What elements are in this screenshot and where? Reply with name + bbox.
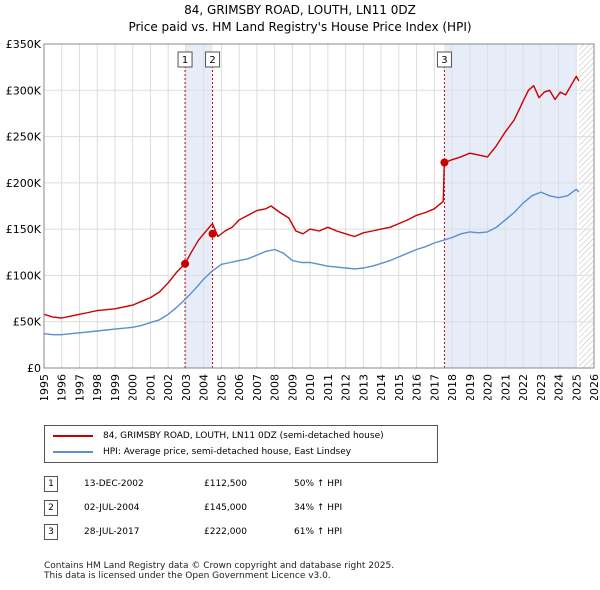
y-tick-label: £100K <box>6 269 42 282</box>
x-tick-label: 2018 <box>446 374 459 400</box>
x-tick-label: 2002 <box>162 374 175 400</box>
y-tick-label: £250K <box>6 131 42 144</box>
x-tick-label: 2003 <box>180 374 193 400</box>
x-tick-label: 2015 <box>393 374 406 400</box>
property-price-line <box>43 75 580 319</box>
y-tick-label: £300K <box>6 84 42 97</box>
y-tick-label: £200K <box>6 177 42 190</box>
sale-point-3 <box>440 158 449 167</box>
sale-date: 28-JUL-2017 <box>84 527 140 537</box>
legend-label-property: 84, GRIMSBY ROAD, LOUTH, LN11 0DZ (semi-… <box>103 431 384 441</box>
x-tick-label: 2008 <box>269 374 282 400</box>
x-tick-label: 2022 <box>517 374 530 400</box>
sale-hpi-change: 34% ↑ HPI <box>294 503 343 513</box>
x-tick-label: 2025 <box>570 374 583 400</box>
x-tick-label: 2009 <box>286 374 299 400</box>
x-tick-label: 2001 <box>144 374 157 400</box>
x-tick-label: 2020 <box>482 374 495 400</box>
x-tick-label: 2014 <box>375 374 388 400</box>
x-tick-label: 2023 <box>535 374 548 400</box>
chart-title-subtitle: Price paid vs. HM Land Registry's House … <box>128 20 472 34</box>
sale-date: 13-DEC-2002 <box>84 479 144 489</box>
x-tick-label: 2011 <box>322 374 335 400</box>
sale-point-1 <box>181 259 190 268</box>
sale-hpi-change: 50% ↑ HPI <box>294 479 343 489</box>
x-tick-label: 2016 <box>411 374 424 400</box>
x-tick-label: 2024 <box>553 374 566 400</box>
legend-swatch-hpi <box>53 451 93 453</box>
sale-number: 2 <box>44 500 58 516</box>
sale-number: 1 <box>44 476 58 492</box>
footer-licence: This data is licensed under the Open Gov… <box>44 571 331 581</box>
transactions-table: 1 13-DEC-2002 £112,500 50% ↑ HPI 2 02-JU… <box>44 472 404 544</box>
x-tick-label: 2006 <box>233 374 246 400</box>
sale-label-box-2 <box>205 51 221 68</box>
hpi-line <box>43 188 580 336</box>
y-tick-label: £50K <box>13 316 42 329</box>
sale-price: £222,000 <box>204 527 247 537</box>
x-tick-label: 2004 <box>198 374 211 400</box>
sale-date: 02-JUL-2004 <box>84 503 140 513</box>
x-tick-label: 2026 <box>588 374 600 400</box>
sale-point-2 <box>208 229 217 238</box>
y-tick-label: £350K <box>6 38 42 51</box>
sale-label-2: 2 <box>209 55 215 66</box>
x-tick-label: 1998 <box>91 374 104 400</box>
sale-label-3: 3 <box>441 55 447 66</box>
sale-label-box-3 <box>436 51 452 68</box>
x-tick-label: 2000 <box>127 374 140 400</box>
x-tick-label: 2012 <box>340 374 353 400</box>
x-tick-label: 2005 <box>215 374 228 400</box>
y-tick-label: £150K <box>6 223 42 236</box>
sale-label-box-1 <box>177 51 193 68</box>
x-tick-label: 1995 <box>38 374 51 400</box>
chart-title-address: 84, GRIMSBY ROAD, LOUTH, LN11 0DZ <box>184 3 416 17</box>
sale-number: 3 <box>44 524 58 540</box>
sale-hpi-change: 61% ↑ HPI <box>294 527 343 537</box>
x-tick-label: 2019 <box>464 374 477 400</box>
x-tick-label: 1997 <box>73 374 86 400</box>
legend-label-hpi: HPI: Average price, semi-detached house,… <box>103 447 352 457</box>
table-row: 3 28-JUL-2017 £222,000 61% ↑ HPI <box>44 520 404 544</box>
price-chart: £0 £50K £100K £150K £200K £250K £300K £350K 1995… <box>6 38 600 400</box>
x-tick-label: 1999 <box>109 374 122 400</box>
x-tick-label: 2021 <box>499 374 512 400</box>
sale-label-1: 1 <box>182 55 188 66</box>
table-row: 2 02-JUL-2004 £145,000 34% ↑ HPI <box>44 496 404 520</box>
legend-swatch-property <box>53 435 93 437</box>
plot-frame <box>43 43 595 369</box>
y-tick-label: £0 <box>27 362 41 375</box>
shaded-range-2 <box>444 44 577 368</box>
footer-copyright: Contains HM Land Registry data © Crown c… <box>44 561 395 571</box>
footer: Contains HM Land Registry data © Crown c… <box>44 561 394 581</box>
x-tick-label: 2017 <box>428 374 441 400</box>
sale-price: £145,000 <box>204 503 247 513</box>
sale-price: £112,500 <box>204 479 247 489</box>
legend: 84, GRIMSBY ROAD, LOUTH, LN11 0DZ (semi-… <box>44 425 438 463</box>
future-hatch <box>578 44 594 368</box>
x-tick-label: 2013 <box>357 374 370 400</box>
x-tick-label: 2007 <box>251 374 264 400</box>
x-tick-label: 1996 <box>56 374 69 400</box>
x-tick-label: 2010 <box>304 374 317 400</box>
shaded-range-1 <box>185 44 213 368</box>
table-row: 1 13-DEC-2002 £112,500 50% ↑ HPI <box>44 472 404 496</box>
